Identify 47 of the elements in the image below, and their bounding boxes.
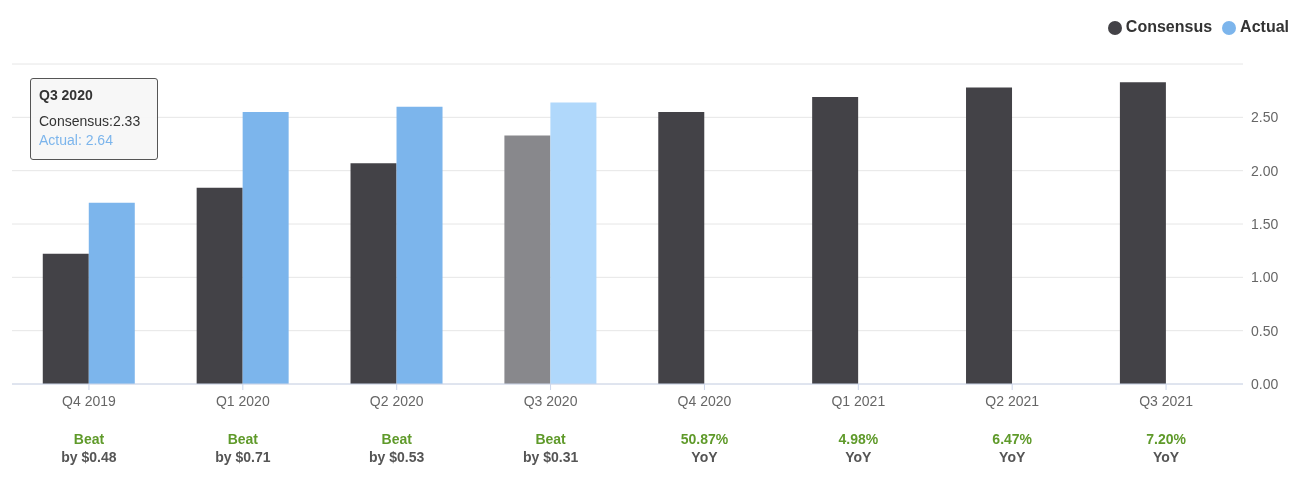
text: Beat: [73, 431, 105, 447]
bar: [550, 102, 597, 384]
text: 4.98%: [838, 431, 879, 447]
bar: [1119, 82, 1166, 384]
text: Beat: [535, 431, 567, 447]
x-tick-label: Q4 2019: [62, 393, 116, 409]
annotation: Actual: 2.64: [39, 132, 114, 148]
x-tick-label: Q3 2021: [1139, 393, 1194, 409]
bar: [658, 112, 705, 384]
bar: [504, 135, 551, 384]
bar: [196, 187, 243, 384]
x-tick-label: Q2 2021: [985, 393, 1040, 409]
text: YoY: [999, 449, 1026, 465]
y-tick-label: 2.00: [1251, 162, 1279, 179]
bar: [812, 97, 859, 384]
annotation: Consensus:2.33: [39, 113, 142, 129]
text: 50.87%: [680, 431, 729, 447]
text: by $0.48: [61, 449, 117, 465]
bar: [42, 253, 89, 384]
x-tick-label: Q1 2021: [831, 393, 886, 409]
text: YoY: [845, 449, 873, 465]
text: 7.20%: [1146, 431, 1187, 447]
legend-label: Actual: [1240, 18, 1289, 35]
text: YoY: [1152, 449, 1180, 465]
text: Beat: [227, 431, 259, 447]
text: by $0.31: [522, 449, 579, 465]
y-tick-label: 1.00: [1251, 269, 1279, 286]
bar: [350, 163, 397, 384]
annotation: Q3 2020: [39, 87, 94, 103]
bar: [242, 112, 289, 384]
text: by $0.53: [369, 449, 425, 465]
x-tick-label: Q2 2020: [369, 393, 424, 409]
y-tick-label: 0.50: [1251, 322, 1279, 339]
y-tick-label: 1.50: [1251, 215, 1279, 232]
legend-label: Consensus: [1125, 18, 1213, 35]
bar: [88, 202, 135, 384]
y-tick-label: 0.00: [1251, 375, 1279, 392]
bar: [396, 106, 443, 384]
y-tick-label: 2.50: [1251, 109, 1279, 126]
bar: [966, 87, 1013, 384]
x-tick-label: Q1 2020: [215, 393, 270, 409]
text: YoY: [691, 449, 719, 465]
text: 6.47%: [992, 431, 1033, 447]
text: Beat: [381, 431, 413, 447]
x-tick-label: Q3 2020: [523, 393, 578, 409]
x-tick-label: Q4 2020: [677, 393, 732, 409]
text: by $0.71: [215, 449, 271, 465]
